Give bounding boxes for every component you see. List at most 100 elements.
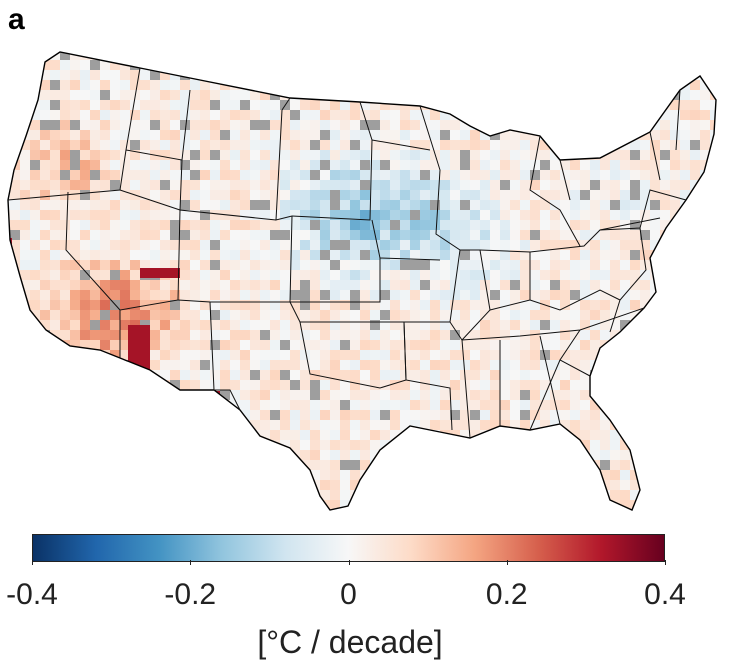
county-cell	[350, 80, 361, 91]
county-cell	[420, 460, 431, 471]
county-cell	[230, 80, 241, 91]
county-cell	[670, 160, 681, 171]
county-cell	[740, 440, 750, 451]
county-cell	[280, 70, 291, 81]
county-cell	[510, 370, 521, 381]
county-cell	[120, 410, 131, 421]
county-cell	[660, 160, 671, 171]
county-cell	[8, 140, 11, 151]
county-no-data	[90, 60, 101, 71]
county-cell	[690, 500, 701, 510]
county-cell	[490, 100, 501, 111]
county-cell	[740, 310, 750, 321]
county-cell	[360, 350, 371, 361]
county-cell	[430, 160, 441, 171]
county-cell	[350, 390, 361, 401]
county-cell	[680, 110, 691, 121]
county-cell	[160, 210, 171, 221]
county-cell	[720, 370, 731, 381]
county-cell	[420, 510, 431, 520]
county-cell	[570, 170, 581, 181]
county-cell	[700, 390, 711, 401]
county-cell	[130, 410, 141, 421]
county-cell	[650, 130, 661, 141]
county-no-data	[420, 170, 431, 181]
county-cell	[440, 330, 451, 341]
county-cell	[230, 210, 241, 221]
county-cell	[630, 90, 641, 101]
county-cell	[260, 130, 271, 141]
county-cell	[220, 480, 231, 491]
county-cell	[90, 460, 101, 471]
county-cell	[500, 310, 511, 321]
county-cell	[560, 200, 571, 211]
county-cell	[40, 400, 51, 411]
county-cell	[480, 130, 491, 141]
county-cell	[720, 240, 731, 251]
county-no-data	[370, 120, 381, 131]
county-cell	[420, 340, 431, 351]
county-cell	[400, 110, 411, 121]
county-no-data	[40, 370, 51, 381]
county-cell	[480, 240, 491, 251]
county-cell	[430, 480, 441, 491]
county-cell	[730, 290, 741, 301]
county-cell	[270, 190, 281, 201]
county-cell	[340, 270, 351, 281]
county-cell	[60, 270, 71, 281]
county-cell	[430, 310, 441, 321]
county-cell	[620, 330, 631, 341]
county-cell	[730, 150, 741, 161]
county-cell	[600, 90, 611, 101]
county-no-data	[520, 410, 531, 421]
county-cell	[590, 200, 601, 211]
county-cell	[190, 420, 201, 431]
county-cell	[380, 130, 391, 141]
county-cell	[280, 270, 291, 281]
county-cell	[160, 40, 171, 51]
county-cell	[70, 110, 81, 121]
county-cell	[360, 60, 371, 71]
county-cell	[470, 150, 481, 161]
county-cell	[390, 80, 401, 91]
county-cell	[730, 400, 741, 411]
county-cell	[630, 510, 641, 520]
county-cell	[250, 470, 261, 481]
county-cell	[290, 180, 301, 191]
county-cell	[520, 430, 531, 441]
county-cell	[190, 300, 201, 311]
county-cell	[60, 380, 71, 391]
county-cell	[8, 110, 11, 121]
county-cell	[240, 450, 251, 461]
county-cell	[450, 180, 461, 191]
county-cell	[580, 260, 591, 271]
county-cell	[50, 460, 61, 471]
county-cell	[150, 180, 161, 191]
county-cell	[390, 510, 401, 520]
county-no-data	[470, 410, 481, 421]
county-cell	[680, 210, 691, 221]
county-no-data	[320, 250, 331, 261]
county-cell	[480, 110, 491, 121]
county-cell	[430, 370, 441, 381]
county-cell	[610, 410, 621, 421]
county-cell	[490, 480, 501, 491]
county-cell	[100, 360, 111, 371]
county-cell	[70, 52, 81, 61]
county-cell	[500, 400, 511, 411]
county-cell	[510, 430, 521, 441]
county-hotspot	[128, 325, 150, 375]
county-cell	[460, 80, 471, 91]
county-cell	[280, 330, 291, 341]
county-cell	[630, 340, 641, 351]
county-cell	[470, 52, 481, 61]
county-cell	[710, 260, 716, 271]
county-cell	[410, 52, 421, 61]
county-cell	[400, 250, 411, 261]
county-cell	[290, 480, 301, 491]
county-cell	[8, 160, 11, 171]
county-no-data	[580, 100, 591, 111]
county-cell	[530, 260, 541, 271]
county-cell	[620, 150, 631, 161]
county-no-data	[640, 230, 651, 241]
